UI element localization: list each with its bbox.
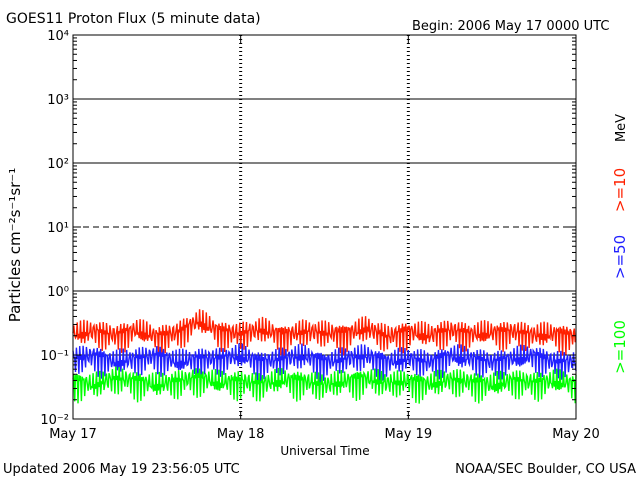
y-tick-label: 10¹ — [47, 221, 69, 236]
legend-entry: >=10 — [611, 168, 629, 212]
y-tick-label: 10⁴ — [47, 29, 69, 44]
legend-unit: MeV — [614, 114, 629, 142]
x-axis-label: Universal Time — [280, 444, 369, 458]
series-line — [72, 366, 577, 404]
x-tick-label: May 20 — [552, 427, 600, 442]
y-axis-label: Particles cm⁻²s⁻¹sr⁻¹ — [6, 168, 24, 322]
y-tick-label: 10⁰ — [47, 285, 69, 300]
legend-entry: >=100 — [611, 320, 629, 374]
series-line — [72, 343, 577, 383]
x-tick-label: May 18 — [217, 427, 265, 442]
legend: >=10 >=50 >=100 MeV — [611, 114, 629, 374]
y-tick-label: 10³ — [47, 93, 69, 108]
y-tick-label: 10⁻¹ — [40, 349, 69, 364]
credit: NOAA/SEC Boulder, CO USA — [455, 462, 636, 477]
begin-time: Begin: 2006 May 17 0000 UTC — [412, 19, 609, 34]
x-axis-ticks: May 17 May 18 May 19 May 20 — [49, 35, 600, 442]
series-lines — [72, 309, 577, 404]
series-line — [72, 309, 577, 356]
updated-time: Updated 2006 May 19 23:56:05 UTC — [3, 462, 240, 477]
chart-title: GOES11 Proton Flux (5 minute data) — [6, 11, 261, 27]
y-tick-label: 10² — [47, 157, 69, 172]
x-tick-label: May 19 — [385, 427, 433, 442]
legend-entry: >=50 — [611, 235, 629, 279]
y-tick-label: 10⁻² — [40, 413, 69, 428]
y-axis-ticks: 10⁻² 10⁻¹ 10⁰ 10¹ 10² 10³ 10⁴ — [40, 29, 576, 428]
x-tick-label: May 17 — [49, 427, 97, 442]
